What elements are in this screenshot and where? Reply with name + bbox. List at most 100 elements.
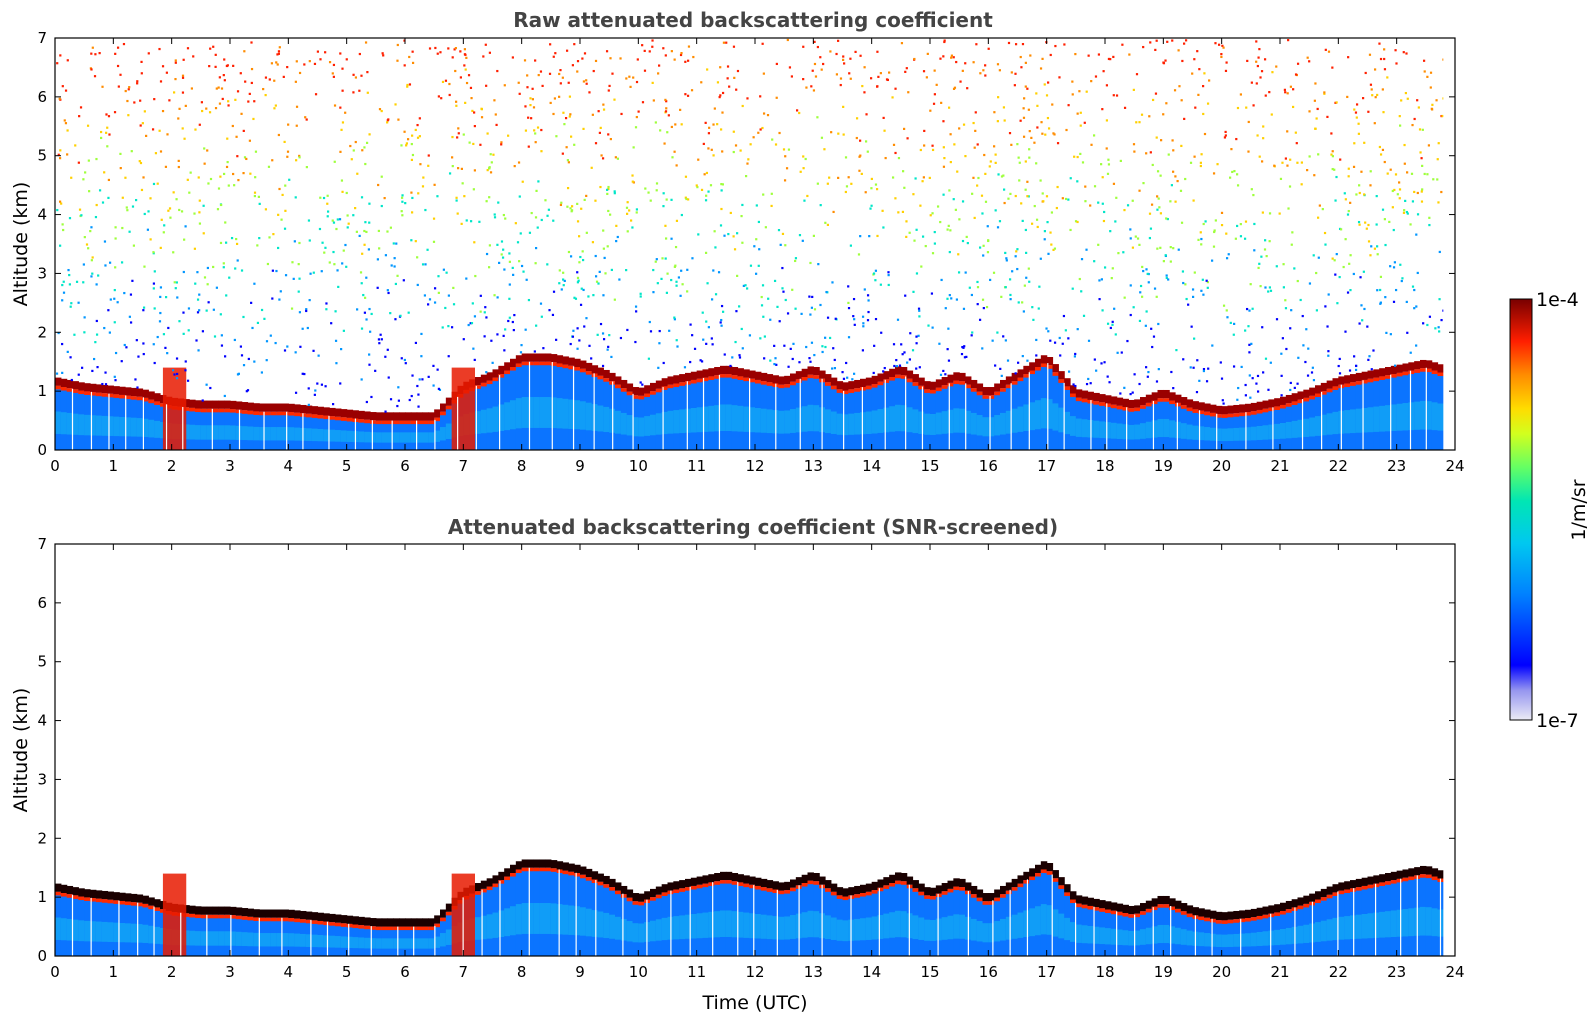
noise-cell [777,228,781,232]
noise-cell [527,145,530,148]
noise-cell [57,153,60,156]
aerosol-layer-cell [580,907,587,936]
noise-cell [597,282,600,285]
cloud-base-cell [515,861,523,870]
noise-cell [198,222,202,225]
noise-cell [459,50,462,53]
noise-cell [333,160,336,163]
noise-cell [316,50,319,53]
noise-cell [522,270,525,273]
noise-cell [986,251,990,254]
noise-cell [708,126,711,129]
noise-cell [1220,223,1224,227]
noise-cell [376,258,379,261]
aerosol-layer-cell [440,933,447,947]
noise-cell [105,131,108,134]
aerosol-layer-cell [1180,423,1188,439]
noise-cell [502,334,505,337]
noise-cell [1197,93,1200,96]
cloud-base-cell [253,917,260,921]
noise-cell [876,234,879,238]
aerosol-layer-cell [953,408,960,433]
aerosol-layer-cell [790,409,797,433]
aerosol-layer-cell [924,413,931,435]
noise-cell [377,338,381,341]
noise-cell [1326,325,1329,328]
cloud-base-cell [959,381,966,385]
noise-cell [996,120,999,123]
cloud-base-cell [1005,890,1013,895]
noise-cell [1142,269,1145,273]
aerosol-layer-cell [375,938,383,949]
cloud-base-cell [399,918,406,927]
noise-cell [1354,111,1358,114]
aerosol-layer-cell [766,915,774,940]
noise-cell [707,190,710,193]
noise-cell [562,278,565,281]
noise-cell [667,114,670,117]
noise-cell [265,340,269,343]
noise-cell [948,250,951,254]
noise-cell [61,371,64,374]
noise-cell [171,369,175,372]
y-tick-label: 5 [37,147,47,165]
noise-cell [332,403,335,406]
noise-cell [1368,53,1372,56]
noise-cell [1293,267,1296,270]
noise-cell [949,160,952,164]
noise-cell [1374,96,1377,99]
aerosol-layer-cell [667,410,674,434]
noise-cell [332,250,335,254]
noise-cell [247,357,250,361]
noise-cell [632,76,635,79]
cloud-base-cell [725,374,733,378]
noise-cell [1261,211,1264,214]
noise-cell [903,127,906,131]
noise-cell [942,193,945,196]
aerosol-layer-cell [492,406,499,432]
cloud-base-cell [848,389,855,393]
noise-cell [569,207,572,210]
noise-cell [626,328,629,332]
noise-cell [1334,199,1337,202]
noise-cell [958,127,961,130]
aerosol-layer-cell [1175,927,1182,945]
cloud-base-cell [673,375,680,384]
aerosol-layer-cell [1227,934,1234,947]
noise-cell [1255,60,1258,63]
cloud-base-cell [515,363,523,368]
noise-cell [1151,163,1154,167]
noise-cell [340,128,343,131]
noise-cell [378,342,381,345]
noise-cell [174,77,177,81]
noise-cell [635,115,638,119]
x-tick-label: 20 [1212,457,1231,475]
noise-cell [1126,204,1130,207]
noise-cell [1148,236,1152,240]
cloud-base-cell [714,873,721,882]
aerosol-layer-cell [317,428,324,442]
noise-cell [1247,150,1250,153]
noise-cell [198,309,201,312]
noise-cell [873,344,876,347]
noise-cell [1046,116,1050,120]
noise-cell [955,60,958,64]
noise-cell [230,236,234,240]
noise-cell [1236,173,1239,176]
noise-cell [961,239,965,243]
cloud-base-cell [253,411,260,415]
noise-cell [1354,368,1358,372]
cloud-base-cell [1431,370,1439,375]
noise-cell [1089,204,1092,207]
noise-cell [760,304,764,307]
noise-cell [1250,81,1253,84]
noise-cell [277,52,281,55]
noise-cell [1020,202,1023,205]
noise-cell [572,329,575,332]
cloud-base-cell [1070,393,1077,398]
noise-cell [418,135,421,138]
noise-cell [558,95,561,98]
noise-cell [915,335,918,338]
noise-cell [1294,131,1297,134]
noise-cell [364,41,368,44]
